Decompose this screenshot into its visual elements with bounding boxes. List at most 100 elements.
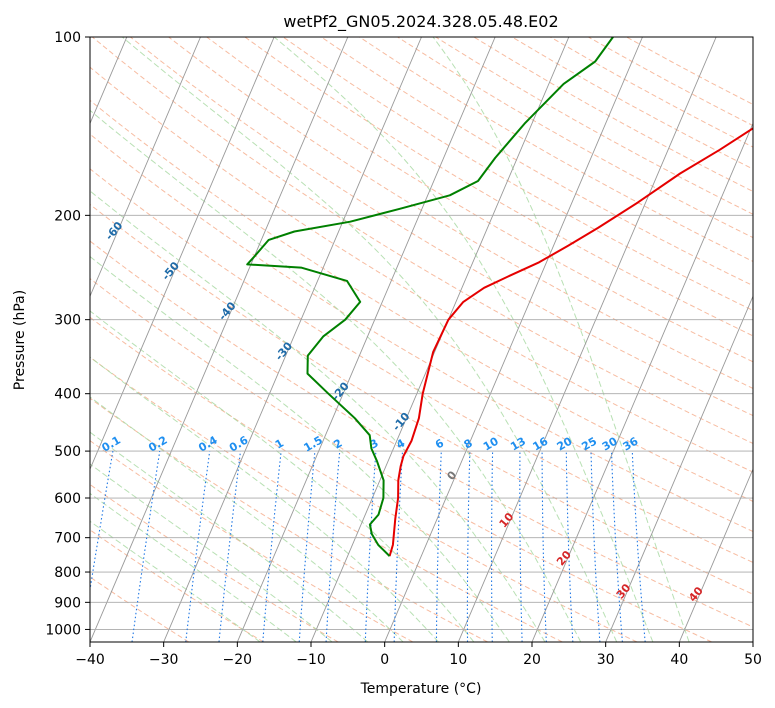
mixing-ratio-line [490,451,494,642]
mixing-ratio-line [466,451,471,642]
x-tick-label: 30 [597,652,615,668]
mixing-ratio-line [218,451,242,642]
isotherm-line [678,467,753,642]
isotherm-label: -30 [273,339,296,363]
dry-adiabat [91,37,753,445]
dry-adiabat [90,316,638,642]
dry-adiabat [588,37,753,127]
x-tick-label: 10 [449,652,467,668]
x-tick-label: −30 [149,652,179,668]
moist-adiabat [90,255,510,642]
mixing-ratio-line [631,451,646,642]
isotherm-line [163,37,422,642]
moist-adiabat [90,356,439,642]
isotherm-label: -70 [46,179,69,203]
moist-adiabat [90,190,546,642]
x-tick-label: −40 [75,652,105,668]
isotherm-line [236,37,496,642]
isotherm-line [90,37,201,298]
moist-adiabat [90,310,475,642]
x-tick-label: 20 [523,652,541,668]
mixing-ratio-line [90,451,114,594]
mixing-ratio-line [131,451,161,642]
dry-adiabat [90,168,753,563]
mixing-ratio-line [298,451,316,642]
x-tick-label: 50 [744,652,762,668]
dry-adiabat [90,133,753,533]
y-tick-label: 800 [54,565,81,581]
y-tick-label: 300 [54,313,81,329]
isotherm-line [457,37,717,642]
isotherm-line [384,37,643,642]
dry-adiabat [90,278,712,642]
isotherm-line [90,37,275,471]
isotherm-label: -20 [329,379,352,403]
dry-adiabat [90,576,190,642]
dry-adiabat [90,529,264,642]
background-lines [90,37,753,642]
chart-title: wetPf2_GN05.2024.328.05.48.E02 [283,12,558,32]
y-axis-title: Pressure (hPa) [12,290,28,390]
dry-adiabat [90,203,753,595]
dry-adiabat [90,66,753,473]
dry-adiabat [244,37,753,337]
profile-series [246,37,753,557]
mixing-ratio-line [590,451,601,642]
isotherm-line [531,122,753,642]
dry-adiabat [282,37,753,312]
isotherm-line [605,295,753,642]
x-tick-label: 0 [380,652,389,668]
dry-adiabat [90,397,488,642]
dry-adiabat [90,356,563,642]
y-tick-label: 100 [54,30,81,46]
dry-adiabat [90,440,414,642]
x-axis-title: Temperature (°C) [360,681,482,697]
dry-adiabat [90,240,753,628]
isotherm-label: -60 [103,219,126,243]
x-tick-label: −10 [296,652,326,668]
mixing-ratio-line [435,451,442,642]
y-tick-label: 900 [54,595,81,611]
isotherm-line [752,640,753,642]
x-tick-label: −20 [223,652,253,668]
moist-adiabat [273,37,654,642]
plot-frame [89,36,754,643]
moist-adiabat [90,492,297,642]
moist-adiabat [90,396,404,642]
mixing-ratio-line [364,451,377,642]
mixing-ratio-label: 6 [433,436,446,451]
isotherm-label: -50 [159,259,182,283]
dry-adiabat [90,483,339,642]
y-tick-label: 200 [54,208,81,224]
mixing-ratio-label: 4 [394,436,407,451]
dry-adiabat [511,37,753,170]
moist-adiabat [121,37,618,642]
y-tick-label: 400 [54,387,81,403]
dry-adiabat [206,37,753,363]
moist-adiabat [432,37,690,642]
mixing-ratio-line [262,451,282,642]
moist-adiabat [90,109,582,642]
axis-ticks: −40 −30 −20 −10 0 10 20 30 40 50 1000 900 800 700 600 5… [45,30,762,668]
temperature-profile [388,127,753,557]
dry-adiabat [168,37,753,389]
moist-adiabat [90,463,333,642]
mixing-ratio-line [185,451,211,642]
dewpoint-profile [246,37,614,557]
mixing-ratio-line [610,451,623,642]
mixing-ratio-line [565,451,574,642]
x-tick-label: 40 [670,652,688,668]
dry-adiabat [435,37,753,215]
mixing-ratio-label: 1 [273,437,286,452]
y-tick-label: 500 [54,444,81,460]
moist-adiabat [90,520,261,642]
y-tick-label: 600 [54,491,81,507]
isotherm-label: -10 [390,410,413,434]
moist-adiabat [90,431,369,642]
dry-adiabat [90,99,753,502]
isotherm-label: -80 [0,139,13,163]
isotherm-line [90,37,349,642]
y-tick-label: 1000 [45,622,81,638]
